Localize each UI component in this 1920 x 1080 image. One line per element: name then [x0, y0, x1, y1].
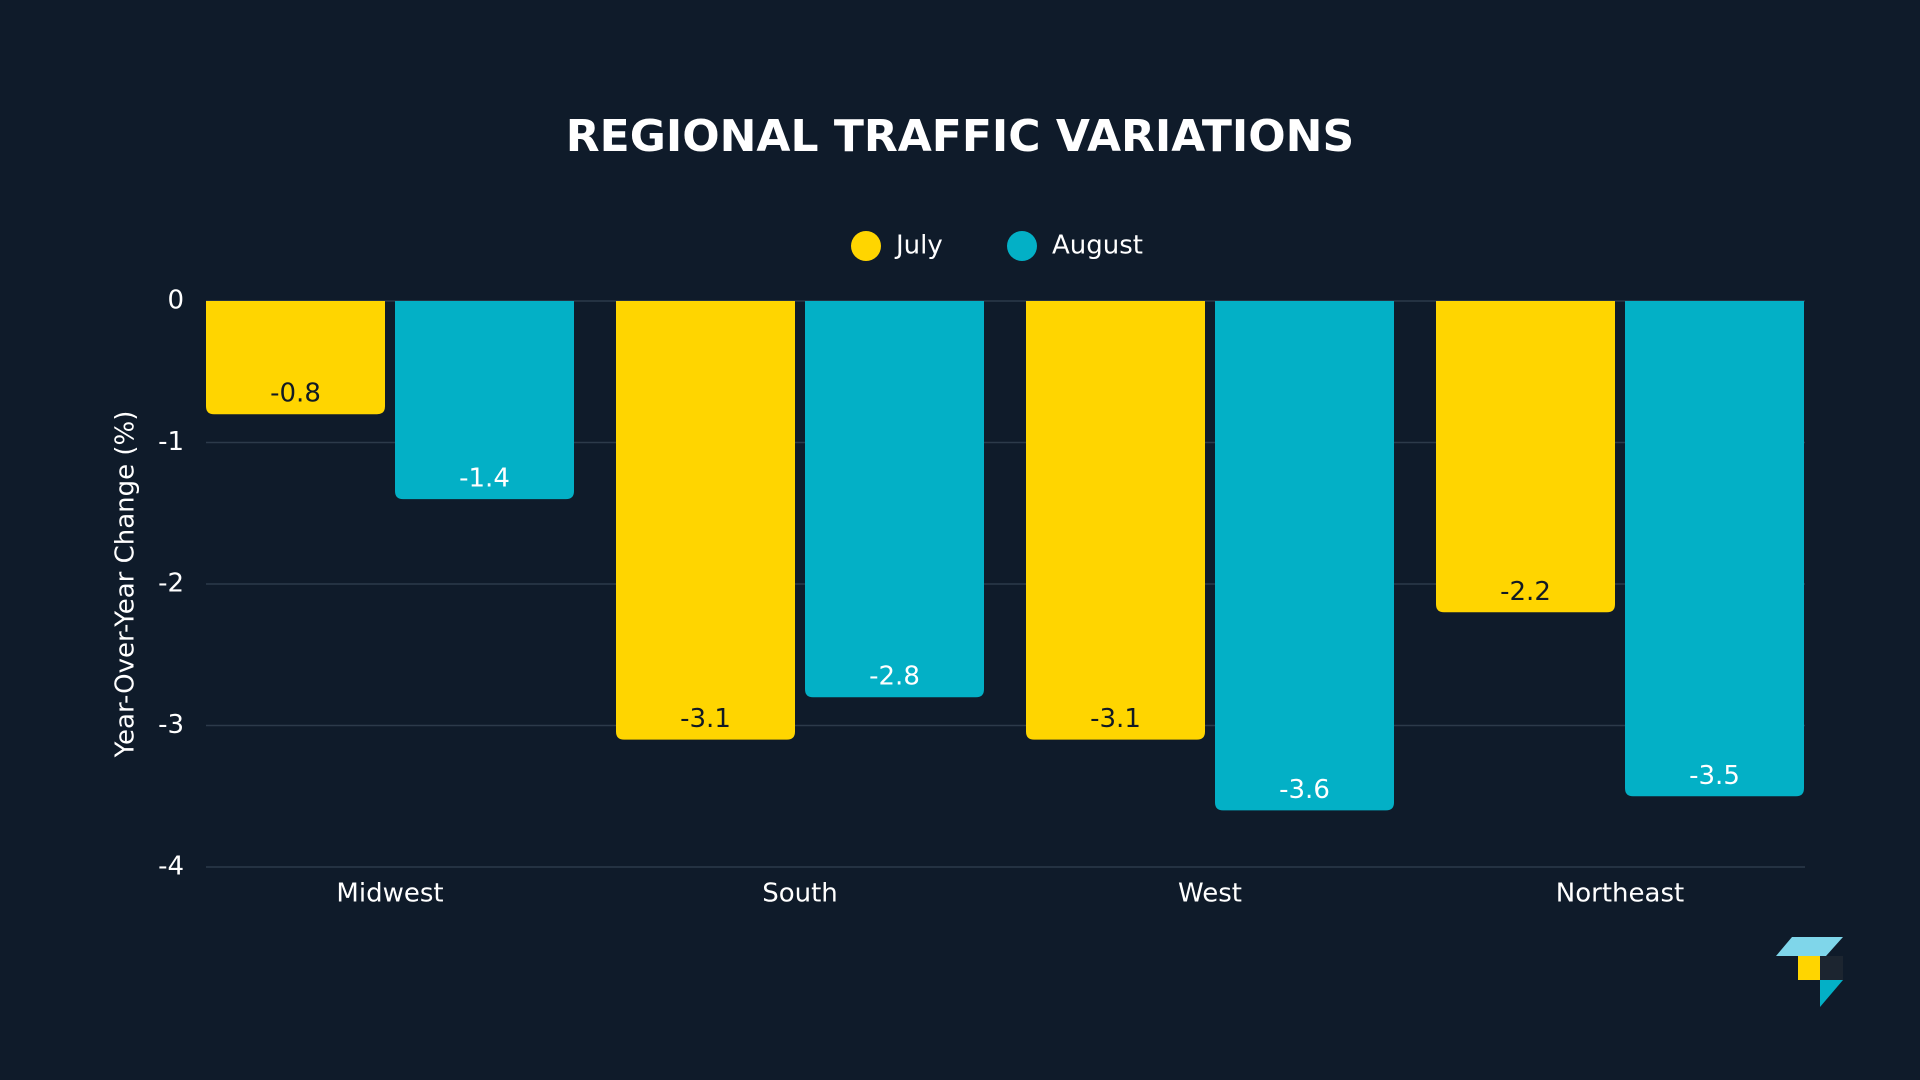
legend-label: July	[894, 231, 943, 261]
bar	[206, 301, 385, 415]
bar	[1026, 301, 1205, 740]
bar	[1625, 301, 1804, 797]
value-label: -3.1	[680, 704, 731, 734]
y-tick-label: 0	[167, 286, 184, 316]
y-tick-label: -1	[158, 427, 184, 457]
y-tick-label: -3	[158, 710, 184, 740]
value-label: -2.2	[1500, 577, 1551, 607]
logo	[1776, 937, 1843, 1007]
value-label: -1.4	[459, 464, 510, 494]
y-axis-label: Year-Over-Year Change (%)	[111, 411, 141, 759]
legend-swatch	[1007, 231, 1037, 261]
y-tick-label: -4	[158, 852, 184, 882]
value-label: -3.1	[1090, 704, 1141, 734]
bar	[1215, 301, 1394, 811]
bar	[805, 301, 984, 698]
bar	[1436, 301, 1615, 613]
x-tick-label: Northeast	[1556, 879, 1684, 909]
x-tick-label: South	[762, 879, 838, 909]
x-tick-label: Midwest	[336, 879, 443, 909]
bar	[395, 301, 574, 500]
value-label: -2.8	[869, 662, 920, 692]
legend-label: August	[1052, 231, 1143, 261]
value-label: -3.6	[1279, 775, 1330, 805]
value-label: -0.8	[270, 379, 321, 409]
x-tick-label: West	[1178, 879, 1242, 909]
y-tick-label: -2	[158, 569, 184, 599]
chart-title: REGIONAL TRAFFIC VARIATIONS	[566, 111, 1354, 162]
bar	[616, 301, 795, 740]
legend-swatch	[851, 231, 881, 261]
value-label: -3.5	[1689, 761, 1740, 791]
